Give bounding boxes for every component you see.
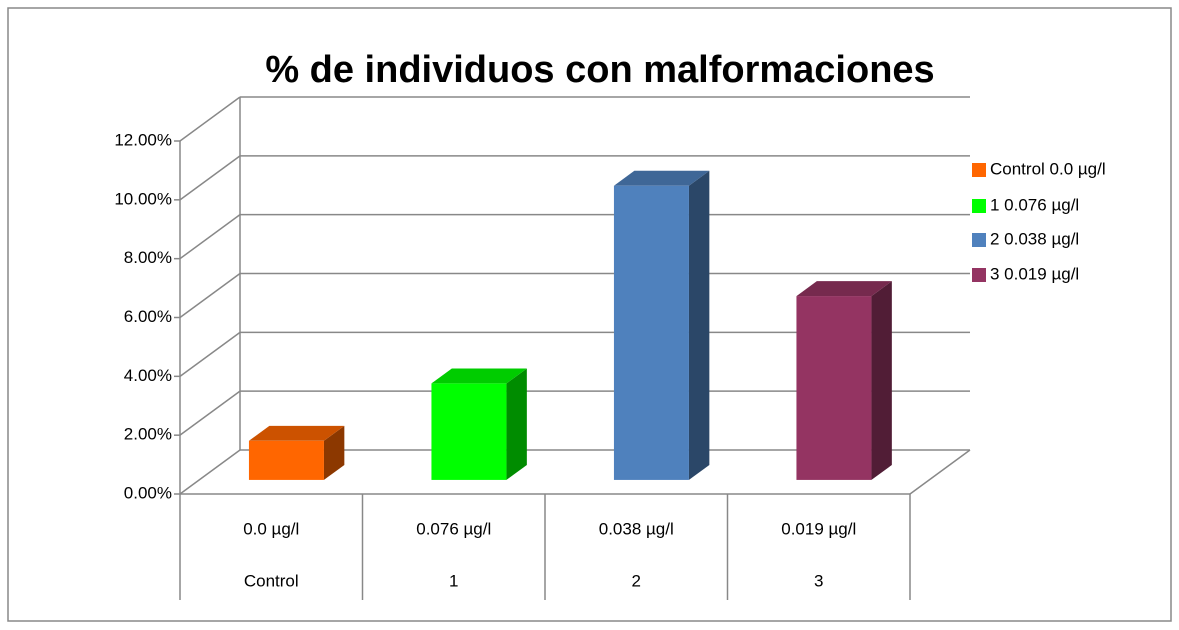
bar-side [871,281,892,480]
x-group-label: 3 [814,571,823,590]
legend-swatch [972,199,986,213]
legend-label: Control 0.0 µg/l [990,159,1106,178]
x-group-label: Control [244,571,299,590]
bar [248,440,324,480]
bar-side [323,425,345,480]
chart-border [7,7,1172,622]
bar-top [796,281,892,297]
legend-label: 2 0.038 µg/l [990,229,1079,248]
x-tick-label: 0.076 µg/l [416,519,491,538]
y-tick-label: 0.00% [124,483,172,502]
bar-side [688,170,710,480]
legend-swatch [972,233,986,247]
bar [796,296,872,480]
x-tick-label: 0.019 µg/l [781,519,856,538]
x-group-label: 1 [449,571,458,590]
grid-line [179,390,241,436]
y-tick-label: 12.00% [114,130,172,149]
y-tick-label: 4.00% [124,366,172,385]
legend-swatch [972,268,986,282]
y-tick-label: 2.00% [124,425,172,444]
grid-line [179,331,241,377]
bar-side [506,368,527,480]
bar [431,383,507,480]
legend-label: 1 0.076 µg/l [990,195,1079,214]
grid-line [179,272,241,319]
grid-line [179,214,241,260]
x-group-label: 2 [632,571,641,590]
x-tick-label: 0.0 µg/l [243,519,299,538]
y-tick-label: 6.00% [124,307,172,326]
bar [613,185,689,480]
legend-swatch [972,163,986,177]
bar-top [431,368,527,384]
bar-top [613,170,710,186]
y-tick-label: 8.00% [124,248,172,267]
bar-top [248,425,345,441]
axis-line [909,449,971,495]
chart-title: % de individuos con malformaciones [265,49,934,91]
x-tick-label: 0.038 µg/l [599,519,674,538]
grid-line [179,449,241,495]
y-tick-label: 10.00% [114,189,172,208]
legend-label: 3 0.019 µg/l [990,264,1079,283]
grid-line [179,96,241,142]
grid-line [179,155,241,201]
